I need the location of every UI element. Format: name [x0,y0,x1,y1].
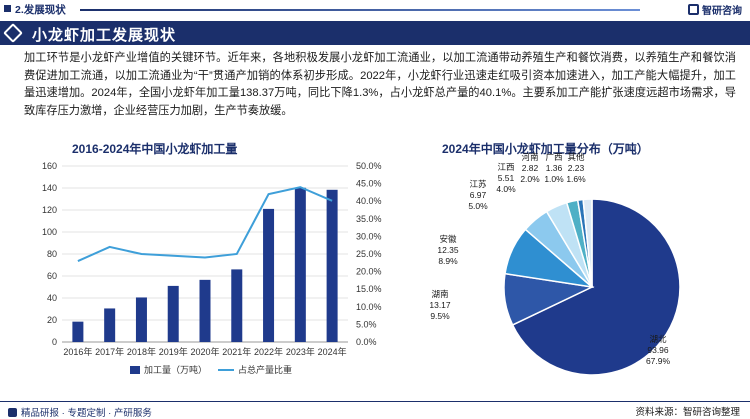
y-left-tick-label: 20 [47,315,57,325]
pie-label-value: 1.36 [546,163,563,173]
x-tick-label: 2016年 [63,346,92,357]
bar [72,321,84,342]
pie-label: 河南2.822.0% [520,152,540,184]
y-right-tick-label: 10.0% [356,302,382,312]
legend-line-label: 占总产量比重 [238,364,292,375]
y-left-tick-label: 0 [52,337,57,347]
footer-tagline: 精品研报 · 专题定制 · 产研服务 [8,405,152,419]
x-tick-label: 2021年 [222,346,251,357]
y-right-tick-label: 20.0% [356,267,382,277]
pie-chart-title: 2024年中国小龙虾加工量分布（万吨） [442,142,649,156]
bar-chart-title: 2016-2024年中国小龙虾加工量 [72,142,238,156]
legend-bar-swatch [130,366,140,374]
top-bar: 2.发展现状 智研咨询 [0,0,750,18]
y-left-tick-label: 100 [42,227,57,237]
pie-label-value: 2.23 [568,163,585,173]
pie-label-percent: 1.6% [566,174,586,184]
y-right-tick-label: 45.0% [356,179,382,189]
x-tick-label: 2020年 [190,346,219,357]
brand: 智研咨询 [688,2,742,17]
pie-label-value: 5.51 [498,173,515,183]
pie-label: 其他2.231.6% [566,152,586,184]
legend-bar-label: 加工量（万吨） [144,364,207,375]
pie-label-value: 13.17 [429,300,451,310]
body-paragraph: 加工环节是小龙虾产业增值的关键环节。近年来，各地积极发展小龙虾加工流通业，以加工… [24,52,736,117]
pie-label-percent: 2.0% [520,174,540,184]
pie-slice [511,198,681,376]
title-bar: 小龙虾加工发展现状 [0,21,750,45]
pie-label-percent: 9.5% [430,311,450,321]
pie-label-value: 93.96 [647,345,669,355]
section-label: 2.发展现状 [4,2,66,17]
pie-label-name: 湖北 [649,334,667,344]
y-left-tick-label: 60 [47,271,57,281]
bar [135,297,147,342]
chart-icon [8,407,17,417]
pie-label-name: 湖南 [431,289,448,299]
pie-label: 广西1.361.0% [544,152,564,184]
y-left-tick-label: 80 [47,249,57,259]
brand-logo-icon [688,4,699,15]
pie-label-name: 其他 [567,152,585,162]
y-right-tick-label: 35.0% [356,214,382,224]
pie-label-percent: 67.9% [646,356,671,366]
section-label-text: 2.发展现状 [15,4,66,16]
pie-label-name: 江西 [497,162,514,172]
footer-tagline-text: 精品研报 · 专题定制 · 产研服务 [21,408,152,419]
page-title: 小龙虾加工发展现状 [32,27,177,44]
pie-label-value: 2.82 [522,163,539,173]
y-right-tick-label: 30.0% [356,231,382,241]
x-tick-label: 2024年 [318,346,347,357]
pie-label: 江苏6.975.0% [468,179,488,211]
pie-label-percent: 8.9% [438,256,458,266]
pie-label-name: 广西 [545,152,562,162]
pie-label-name: 江苏 [469,179,487,189]
diamond-icon [3,23,23,43]
bar [199,279,211,342]
source-note: 资料来源：智研咨询整理 [635,407,740,418]
y-right-tick-label: 50.0% [356,161,382,171]
y-right-tick-label: 0.0% [356,337,377,347]
bar [167,285,179,342]
footer-divider [0,401,750,402]
x-tick-label: 2023年 [286,346,315,357]
bar [326,189,338,342]
pie-label-value: 6.97 [470,190,487,200]
pie-label-name: 安徽 [439,234,457,244]
pie-label-percent: 1.0% [544,174,564,184]
bar [263,208,275,342]
pie-label-name: 河南 [521,152,538,162]
y-left-tick-label: 160 [42,161,57,171]
share-line [77,186,333,262]
y-left-tick-label: 140 [42,183,57,193]
pie-label-value: 12.35 [437,245,459,255]
pie-slice [582,198,593,288]
square-icon [4,5,11,12]
brand-name: 智研咨询 [702,6,742,17]
x-tick-label: 2018年 [127,346,156,357]
y-left-tick-label: 40 [47,293,57,303]
bar [294,187,306,342]
x-tick-label: 2022年 [254,346,283,357]
x-tick-label: 2017年 [95,346,124,357]
y-right-tick-label: 5.0% [356,319,377,329]
top-divider [80,9,640,11]
pie-label-percent: 5.0% [468,201,488,211]
bar [104,308,116,342]
bar [231,269,243,342]
pie-label: 江西5.514.0% [496,162,516,194]
y-right-tick-label: 15.0% [356,284,382,294]
y-left-tick-label: 120 [42,205,57,215]
y-right-tick-label: 40.0% [356,196,382,206]
x-tick-label: 2019年 [159,346,188,357]
y-right-tick-label: 25.0% [356,249,382,259]
bar-line-chart: 0 20 40 60 80 100 120 140 160 0.0% 5.0% 10.0% 15.0% 2… [42,161,382,375]
pie-label-percent: 4.0% [496,184,516,194]
